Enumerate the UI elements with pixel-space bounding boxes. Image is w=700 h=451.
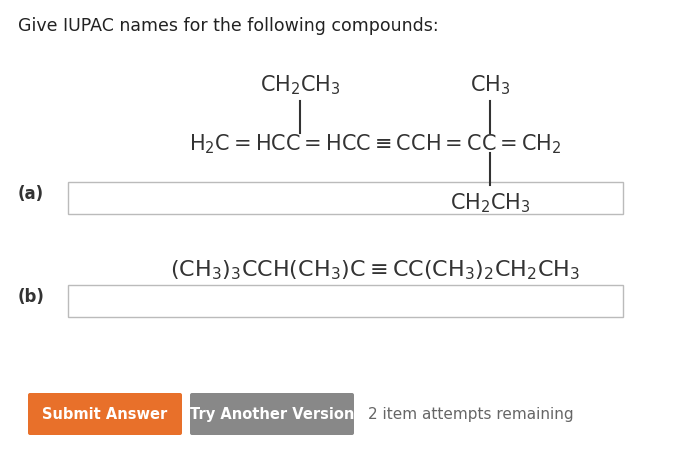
Text: $\mathsf{CH_2CH_3}$: $\mathsf{CH_2CH_3}$	[260, 73, 340, 97]
Text: $\mathsf{H_2C{=}HCC{=}HCC{\equiv}CCH{=}CC{=}CH_2}$: $\mathsf{H_2C{=}HCC{=}HCC{\equiv}CCH{=}C…	[189, 132, 561, 156]
Text: $\mathsf{(CH_3)_3CCH(CH_3)C{\equiv}CC(CH_3)_2CH_2CH_3}$: $\mathsf{(CH_3)_3CCH(CH_3)C{\equiv}CC(CH…	[170, 258, 580, 281]
Text: (a): (a)	[18, 184, 44, 202]
Text: (b): (b)	[18, 287, 45, 305]
FancyBboxPatch shape	[68, 285, 623, 318]
Text: $\mathsf{CH_2CH_3}$: $\mathsf{CH_2CH_3}$	[449, 191, 531, 214]
FancyBboxPatch shape	[190, 393, 354, 435]
Text: Give IUPAC names for the following compounds:: Give IUPAC names for the following compo…	[18, 17, 439, 35]
Text: Try Another Version: Try Another Version	[190, 407, 354, 422]
Text: Submit Answer: Submit Answer	[43, 407, 167, 422]
FancyBboxPatch shape	[68, 183, 623, 215]
FancyBboxPatch shape	[28, 393, 182, 435]
Text: $\mathsf{CH_3}$: $\mathsf{CH_3}$	[470, 73, 510, 97]
Text: 2 item attempts remaining: 2 item attempts remaining	[368, 407, 573, 422]
